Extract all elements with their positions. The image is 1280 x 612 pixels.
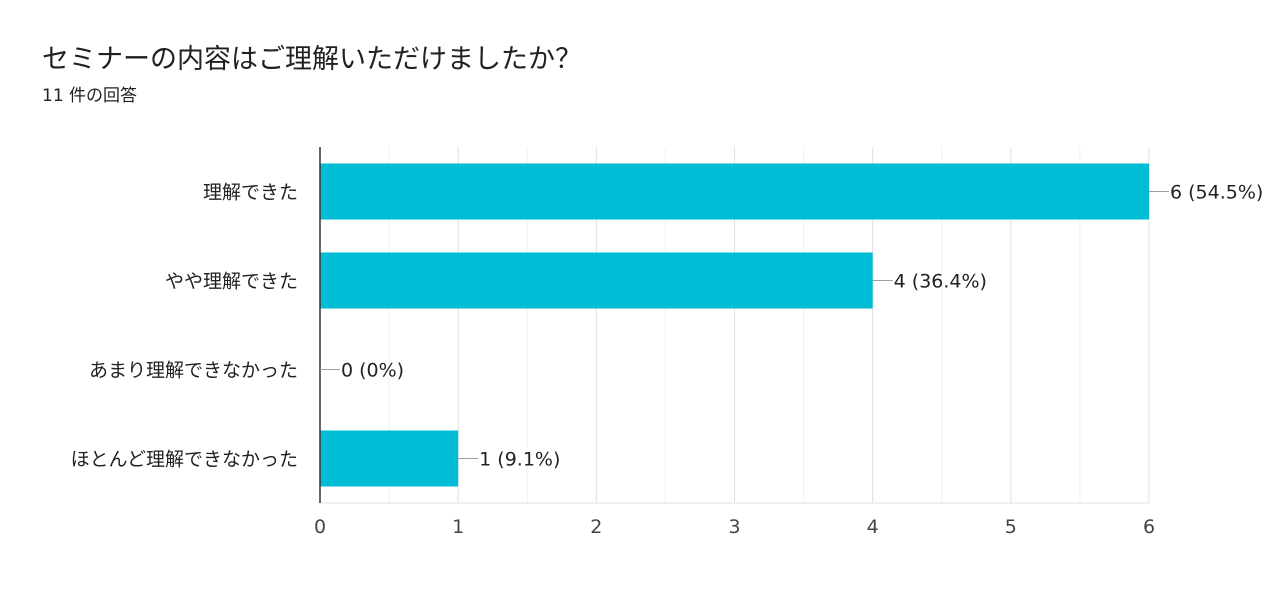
bar-1	[320, 252, 873, 309]
x-tick-label-0: 0	[314, 516, 326, 538]
x-tick-label-4: 4	[867, 516, 879, 538]
x-tick-label-1: 1	[452, 516, 464, 538]
x-tick-label-2: 2	[590, 516, 602, 538]
category-label-1: やや理解できた	[165, 271, 298, 293]
axes: 0 1 2 3 4 5 6	[314, 147, 1155, 538]
bar-3	[320, 430, 459, 487]
bars	[320, 163, 1149, 487]
category-label-0: 理解できた	[203, 182, 298, 204]
category-label-3: ほとんど理解できなかった	[71, 449, 298, 471]
x-tick-label-6: 6	[1143, 516, 1155, 538]
labels: 理解できた 6 (54.5%) やや理解できた 4 (36.4%) あまり理解できなかっ…	[71, 182, 1264, 471]
category-label-2: あまり理解できなかった	[89, 360, 298, 382]
data-label-1: 4 (36.4%)	[894, 271, 987, 293]
x-tick-label-3: 3	[728, 516, 740, 538]
data-label-3: 1 (9.1%)	[479, 449, 560, 471]
x-tick-label-5: 5	[1005, 516, 1017, 538]
response-count: 11 件の回答	[42, 86, 138, 106]
data-label-2: 0 (0%)	[341, 360, 404, 382]
chart-title: セミナーの内容はご理解いただけましたか？	[42, 44, 582, 75]
chart-header: セミナーの内容はご理解いただけましたか？ 11 件の回答	[42, 40, 582, 108]
bar-0	[320, 163, 1149, 220]
data-label-0: 6 (54.5%)	[1170, 182, 1263, 204]
